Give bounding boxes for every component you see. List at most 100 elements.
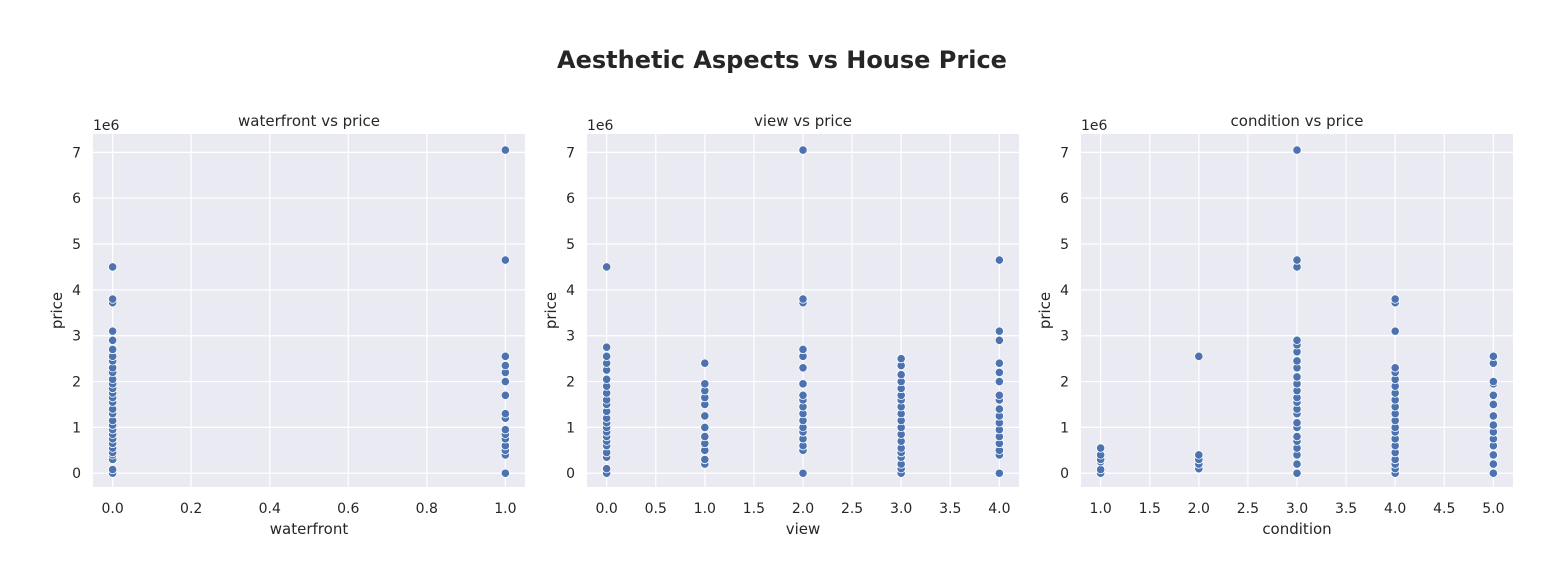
x-tick-label: 0.6 [337,501,359,517]
data-point [700,454,710,465]
x-axis-label: waterfront [270,520,349,538]
data-point [500,468,510,478]
x-tick-label: 1.0 [694,501,716,517]
data-point [1292,468,1302,478]
data-point [108,335,118,345]
data-point [500,255,510,265]
data-point [798,468,808,478]
y-tick-label: 7 [72,145,81,161]
data-point [798,294,808,304]
data-point [994,390,1004,400]
data-point [500,360,510,371]
y-tick-label: 2 [1060,375,1069,391]
data-point [1488,459,1498,469]
x-tick-label: 3.5 [939,501,961,517]
data-point [994,404,1004,414]
x-axis-label: view [786,520,821,538]
x-tick-label: 0.2 [180,501,202,517]
panel-waterfront: 0.0 0.2 0.4 0.6 0.8 1.0 0 1 2 3 4 5 6 7 waterfront vs … [48,112,525,538]
y-tick-label: 1 [72,420,81,436]
data-point [1292,372,1302,382]
y-tick-label: 5 [72,237,81,253]
x-tick-label: 1.0 [494,501,516,517]
x-axis-label: condition [1262,520,1331,538]
y-tick-label: 3 [566,329,575,345]
y-tick-label: 4 [566,283,575,299]
x-tick-label: 2.0 [792,501,814,517]
data-point [1390,363,1400,373]
data-point [994,468,1004,478]
x-tick-label: 3.5 [1335,501,1357,517]
data-point [1096,464,1106,475]
data-point [1488,390,1498,400]
x-tick-label: 2.5 [1237,501,1259,517]
y-tick-label: 5 [1060,237,1069,253]
data-point [108,464,118,475]
data-point [994,376,1004,387]
y-tick-label: 7 [1060,145,1069,161]
data-point [602,374,612,384]
x-tick-label: 0.0 [102,501,124,517]
x-tick-label: 2.5 [841,501,863,517]
x-tick-label: 0.0 [596,501,618,517]
y-tick-label: 4 [1060,283,1069,299]
data-point [896,370,906,380]
x-tick-label: 0.8 [416,501,438,517]
y-axis-label: price [1036,292,1054,329]
panel-title: condition vs price [1231,112,1364,130]
data-point [1194,351,1204,361]
data-point [500,376,510,387]
y-tick-label: 1 [566,420,575,436]
data-point [994,255,1004,265]
y-tick-label: 2 [72,375,81,391]
data-point [108,344,118,355]
data-point [1390,294,1400,304]
data-point [1194,450,1204,460]
data-point [602,464,612,474]
x-tick-label: 1.5 [1139,501,1161,517]
figure-title: Aesthetic Aspects vs House Price [557,46,1007,74]
y-tick-label: 3 [72,329,81,345]
data-point [602,262,612,272]
data-point [700,379,710,389]
plot-area [93,134,525,487]
y-tick-label: 0 [72,466,81,482]
data-point [108,326,118,336]
data-point [500,390,510,400]
data-point [1390,326,1400,336]
data-point [602,351,612,361]
y-tick-label: 4 [72,283,81,299]
data-point [798,390,808,400]
data-point [1488,420,1498,430]
y-offset-label: 1e6 [587,118,614,134]
y-tick-label: 0 [1060,466,1069,482]
data-point [1488,376,1498,387]
data-point [994,326,1004,336]
data-point [1488,468,1498,478]
data-point [1292,335,1302,345]
data-point [1488,399,1498,410]
x-tick-label: 5.0 [1482,501,1504,517]
panel-title: waterfront vs price [238,112,380,130]
x-tick-label: 4.0 [1384,501,1406,517]
x-tick-label: 4.5 [1433,501,1455,517]
data-point [1292,418,1302,428]
y-tick-label: 2 [566,375,575,391]
data-point [700,422,710,433]
data-point [798,344,808,355]
x-tick-label: 1.5 [743,501,765,517]
data-point [108,294,118,304]
data-point [1292,145,1302,155]
data-point [1292,255,1302,265]
data-point [1292,356,1302,366]
data-point [500,409,510,419]
x-tick-label: 1.0 [1090,501,1112,517]
data-point [1488,450,1498,460]
data-point [1488,351,1498,361]
data-point [798,145,808,155]
data-point [500,351,510,361]
x-tick-label: 2.0 [1188,501,1210,517]
x-tick-label: 3.0 [890,501,912,517]
data-point [700,431,710,442]
